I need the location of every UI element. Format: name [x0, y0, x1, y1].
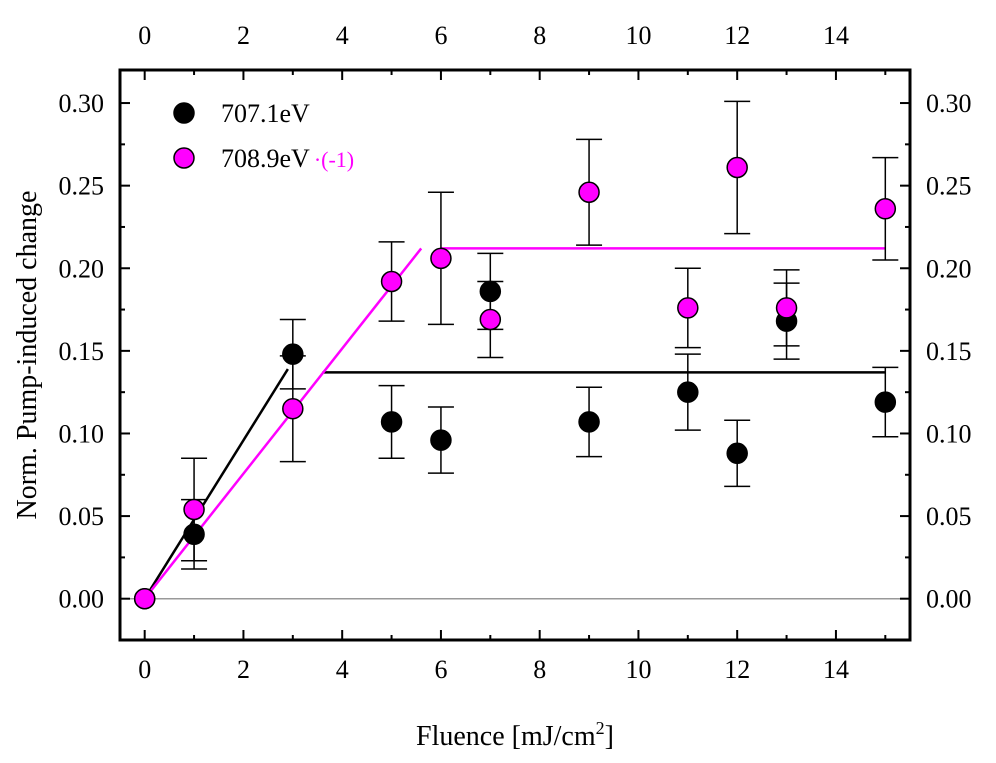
data-point-series-0 [183, 523, 205, 546]
x-tick-label-top: 0 [138, 21, 151, 50]
x-tick-label-bottom: 6 [434, 655, 447, 684]
x-tick-label-bottom: 12 [724, 655, 750, 684]
data-point-series-1 [578, 181, 600, 204]
y-tick-label-left: 0.20 [59, 254, 105, 283]
x-tick-label-top: 6 [434, 21, 447, 50]
x-axis-title-end: ] [605, 721, 614, 752]
y-tick-label-right: 0.10 [926, 419, 972, 448]
y-tick-label-left: 0.15 [59, 337, 105, 366]
x-tick-label-bottom: 4 [336, 655, 349, 684]
y-tick-label-right: 0.00 [926, 585, 972, 614]
x-tick-label-bottom: 8 [533, 655, 546, 684]
x-tick-label-top: 2 [237, 21, 250, 50]
legend-label-707: 707.1eV [221, 99, 310, 128]
x-tick-label-top: 10 [625, 21, 651, 50]
data-point-series-0 [874, 391, 897, 413]
data-point-series-0 [380, 411, 403, 433]
x-tick-label-top: 12 [724, 21, 750, 50]
data-point-series-0 [282, 343, 304, 365]
fit-line-series-0 [143, 368, 289, 600]
data-point-series-0 [479, 280, 502, 303]
y-tick-label-left: 0.05 [59, 502, 105, 531]
data-point-series-1 [282, 397, 304, 420]
y-tick-label-left: 0.10 [59, 419, 105, 448]
data-point-series-1 [874, 198, 897, 220]
data-point-series-1 [479, 308, 502, 331]
data-point-series-0 [726, 442, 748, 465]
y-tick-label-left: 0.30 [59, 89, 105, 118]
x-tick-label-bottom: 14 [823, 655, 849, 684]
y-axis-title: Norm. Pump-induced change [12, 191, 43, 520]
y-tick-label-left: 0.25 [59, 172, 105, 201]
fit-line-series-1 [143, 247, 423, 600]
y-tick-label-right: 0.15 [926, 337, 972, 366]
x-tick-label-top: 4 [336, 21, 349, 50]
data-point-series-1 [677, 297, 699, 319]
x-tick-label-bottom: 2 [237, 655, 250, 684]
x-axis-title-main: Fluence [mJ/cm [416, 721, 596, 752]
legend-marker-708 [173, 147, 195, 169]
data-point-series-1 [775, 297, 798, 319]
data-point-series-0 [578, 411, 600, 433]
x-axis-title: Fluence [mJ/cm2] [416, 718, 614, 752]
y-tick-label-left: 0.00 [59, 585, 105, 614]
data-point-series-1 [726, 156, 748, 179]
y-tick-label-right: 0.30 [926, 89, 972, 118]
data-point-series-1 [133, 587, 156, 610]
y-tick-label-right: 0.05 [926, 502, 972, 531]
y-tick-label-right: 0.25 [926, 172, 972, 201]
data-point-series-0 [677, 381, 699, 403]
legend-label-708: 708.9eV ·(-1) [221, 144, 354, 173]
data-point-series-1 [380, 270, 403, 293]
legend: 707.1eV 708.9eV ·(-1) [173, 99, 354, 173]
data-point-series-1 [430, 247, 452, 270]
x-tick-label-bottom: 0 [138, 655, 151, 684]
data-point-series-1 [183, 498, 205, 521]
legend-label-708-suffix: ·(-1) [314, 147, 354, 172]
x-tick-label-top: 8 [533, 21, 546, 50]
legend-label-708-name: 708.9eV [221, 144, 310, 173]
x-tick-label-top: 14 [823, 21, 849, 50]
y-tick-label-right: 0.20 [926, 254, 972, 283]
data-point-series-0 [430, 429, 452, 451]
x-axis-title-sup: 2 [596, 718, 605, 738]
x-tick-label-bottom: 10 [625, 655, 651, 684]
legend-marker-707 [173, 102, 195, 124]
plot-frame [118, 68, 912, 642]
